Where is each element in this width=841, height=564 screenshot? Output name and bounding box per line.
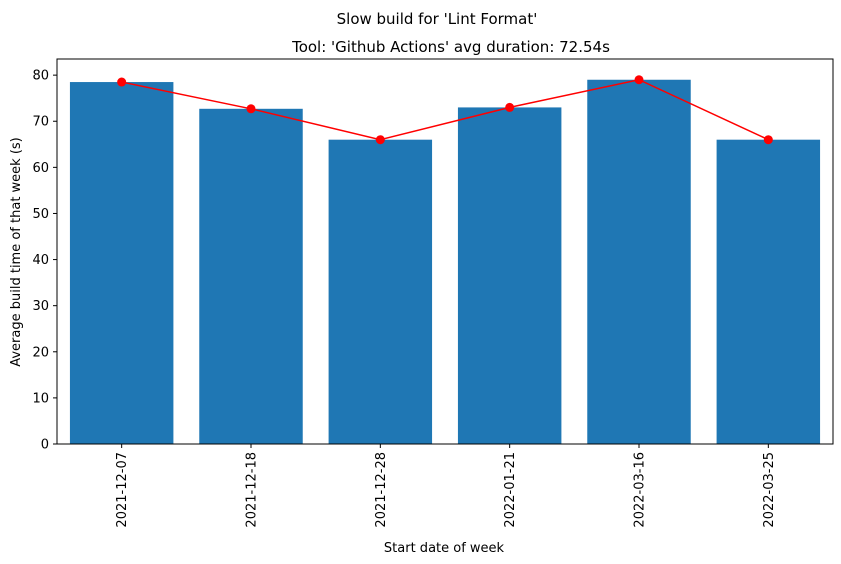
bar-2022-01-21 xyxy=(457,107,562,444)
x-tick-label-2021-12-18: 2021-12-18 xyxy=(245,452,260,528)
y-tick-label-50: 50 xyxy=(32,207,49,222)
x-axis-label: Start date of week xyxy=(384,541,505,556)
plot-frame xyxy=(56,58,834,445)
y-tick-label-30: 30 xyxy=(32,299,49,314)
x-tick-label-2021-12-07: 2021-12-07 xyxy=(115,452,130,528)
point-2021-12-18 xyxy=(246,104,256,114)
y-tick-label-10: 10 xyxy=(32,391,49,406)
bar-2022-03-16 xyxy=(587,79,691,444)
y-axis-label: Average build time of that week (s) xyxy=(9,137,24,367)
chart-title: Slow build for 'Lint Format' xyxy=(337,10,538,28)
series-line xyxy=(121,78,769,141)
point-2022-01-21 xyxy=(505,102,515,112)
x-tick-label-2022-01-21: 2022-01-21 xyxy=(503,452,518,528)
y-tick-label-60: 60 xyxy=(32,161,49,176)
y-tick-label-80: 80 xyxy=(32,69,49,84)
y-tick-label-40: 40 xyxy=(32,253,49,268)
bar-2021-12-07 xyxy=(69,82,174,444)
y-tick-label-70: 70 xyxy=(32,115,49,130)
bar-2021-12-28 xyxy=(328,139,433,444)
bar-2022-03-25 xyxy=(716,139,821,444)
chart-subtitle: Tool: 'Github Actions' avg duration: 72.… xyxy=(291,38,610,56)
x-tick-label-2022-03-16: 2022-03-16 xyxy=(633,452,648,528)
y-tick-label-20: 20 xyxy=(32,345,49,360)
x-tick-label-2022-03-25: 2022-03-25 xyxy=(762,452,777,528)
bar-2021-12-18 xyxy=(199,108,303,444)
point-2021-12-07 xyxy=(117,77,127,87)
x-tick-label-2021-12-28: 2021-12-28 xyxy=(374,452,389,528)
point-2021-12-28 xyxy=(375,135,385,145)
plot-area: 0 10 20 30 40 50 60 70 80 2021-12-07 2021-12-18 202… xyxy=(32,58,834,528)
point-2022-03-16 xyxy=(634,75,644,85)
point-2022-03-25 xyxy=(763,135,773,145)
y-tick-label-0: 0 xyxy=(41,438,49,453)
